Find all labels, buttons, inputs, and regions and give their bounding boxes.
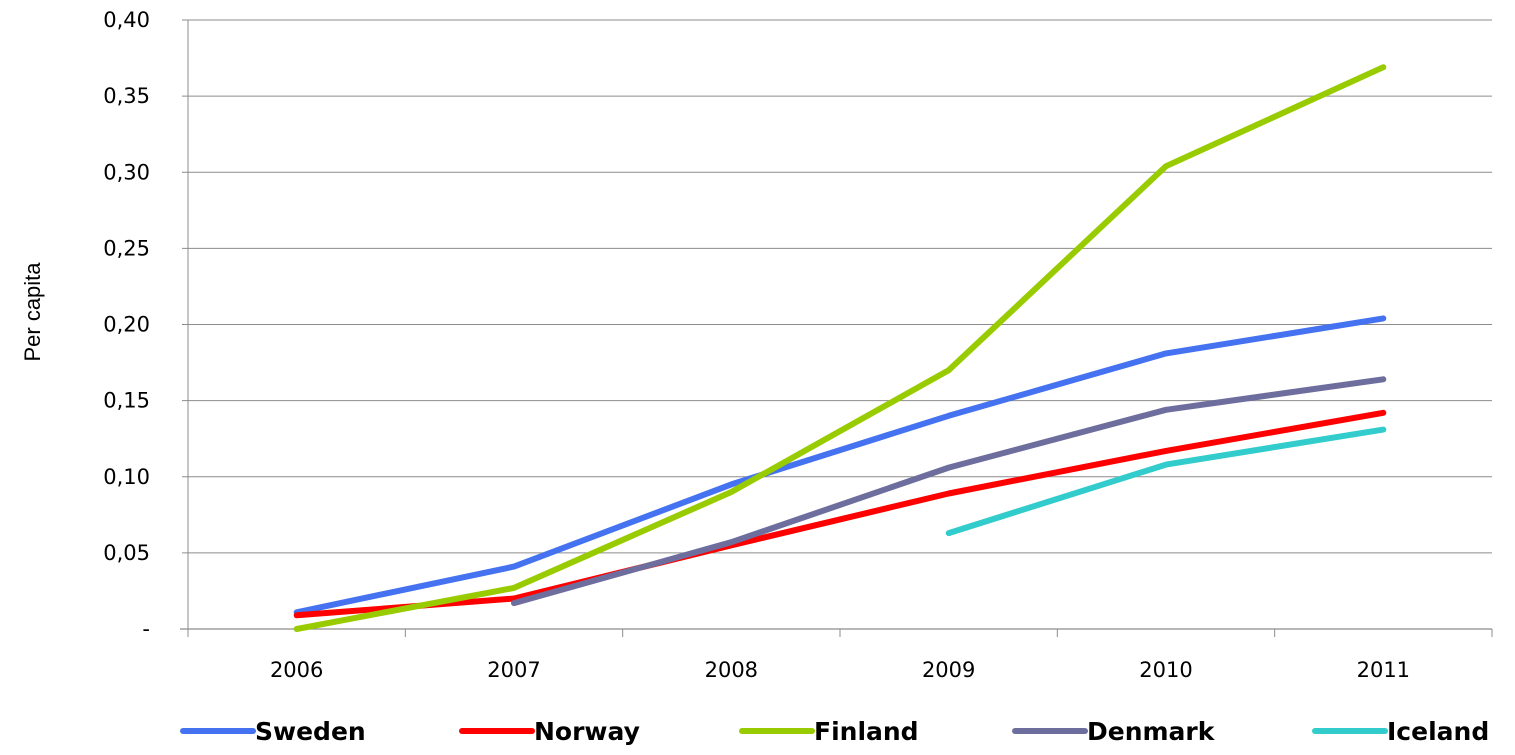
axes — [180, 19, 1493, 637]
series-line-iceland — [945, 426, 1387, 537]
legend-label-finland: Finland — [814, 717, 919, 746]
series-lines — [293, 64, 1387, 632]
y-tick-label: 0,15 — [103, 389, 150, 413]
x-tick-labels: 2006 2007 2008 2009 2010 2011 — [270, 658, 1410, 682]
y-tick-labels: - 0,05 0,10 0,15 0,20 0,25 0,30 0,35 0,40 — [103, 8, 150, 641]
gridlines — [188, 19, 1492, 554]
x-tick-label: 2010 — [1139, 658, 1192, 682]
legend-label-denmark: Denmark — [1087, 717, 1216, 746]
y-tick-label: 0,35 — [103, 84, 150, 108]
y-tick-label: 0,40 — [103, 8, 150, 32]
series-line-norway — [293, 409, 1387, 619]
x-tick-label: 2009 — [922, 658, 975, 682]
y-tick-label: 0,25 — [103, 236, 150, 260]
x-tick-label: 2006 — [270, 658, 323, 682]
series-line-denmark — [511, 376, 1387, 607]
y-tick-label: 0,30 — [103, 160, 150, 184]
y-tick-label: - — [142, 617, 150, 641]
legend-label-iceland: Iceland — [1387, 717, 1489, 746]
legend: Sweden Norway Finland Denmark Iceland — [180, 717, 1489, 746]
legend-label-norway: Norway — [534, 717, 640, 746]
x-tick-label: 2011 — [1357, 658, 1410, 682]
y-axis-label: Per capita — [20, 262, 45, 362]
series-line-sweden — [293, 315, 1387, 616]
x-tick-label: 2007 — [487, 658, 540, 682]
y-tick-label: 0,05 — [103, 541, 150, 565]
x-tick-label: 2008 — [705, 658, 758, 682]
y-tick-label: 0,20 — [103, 313, 150, 337]
series-line-finland — [293, 64, 1387, 632]
legend-label-sweden: Sweden — [255, 717, 366, 746]
y-tick-label: 0,10 — [103, 465, 150, 489]
